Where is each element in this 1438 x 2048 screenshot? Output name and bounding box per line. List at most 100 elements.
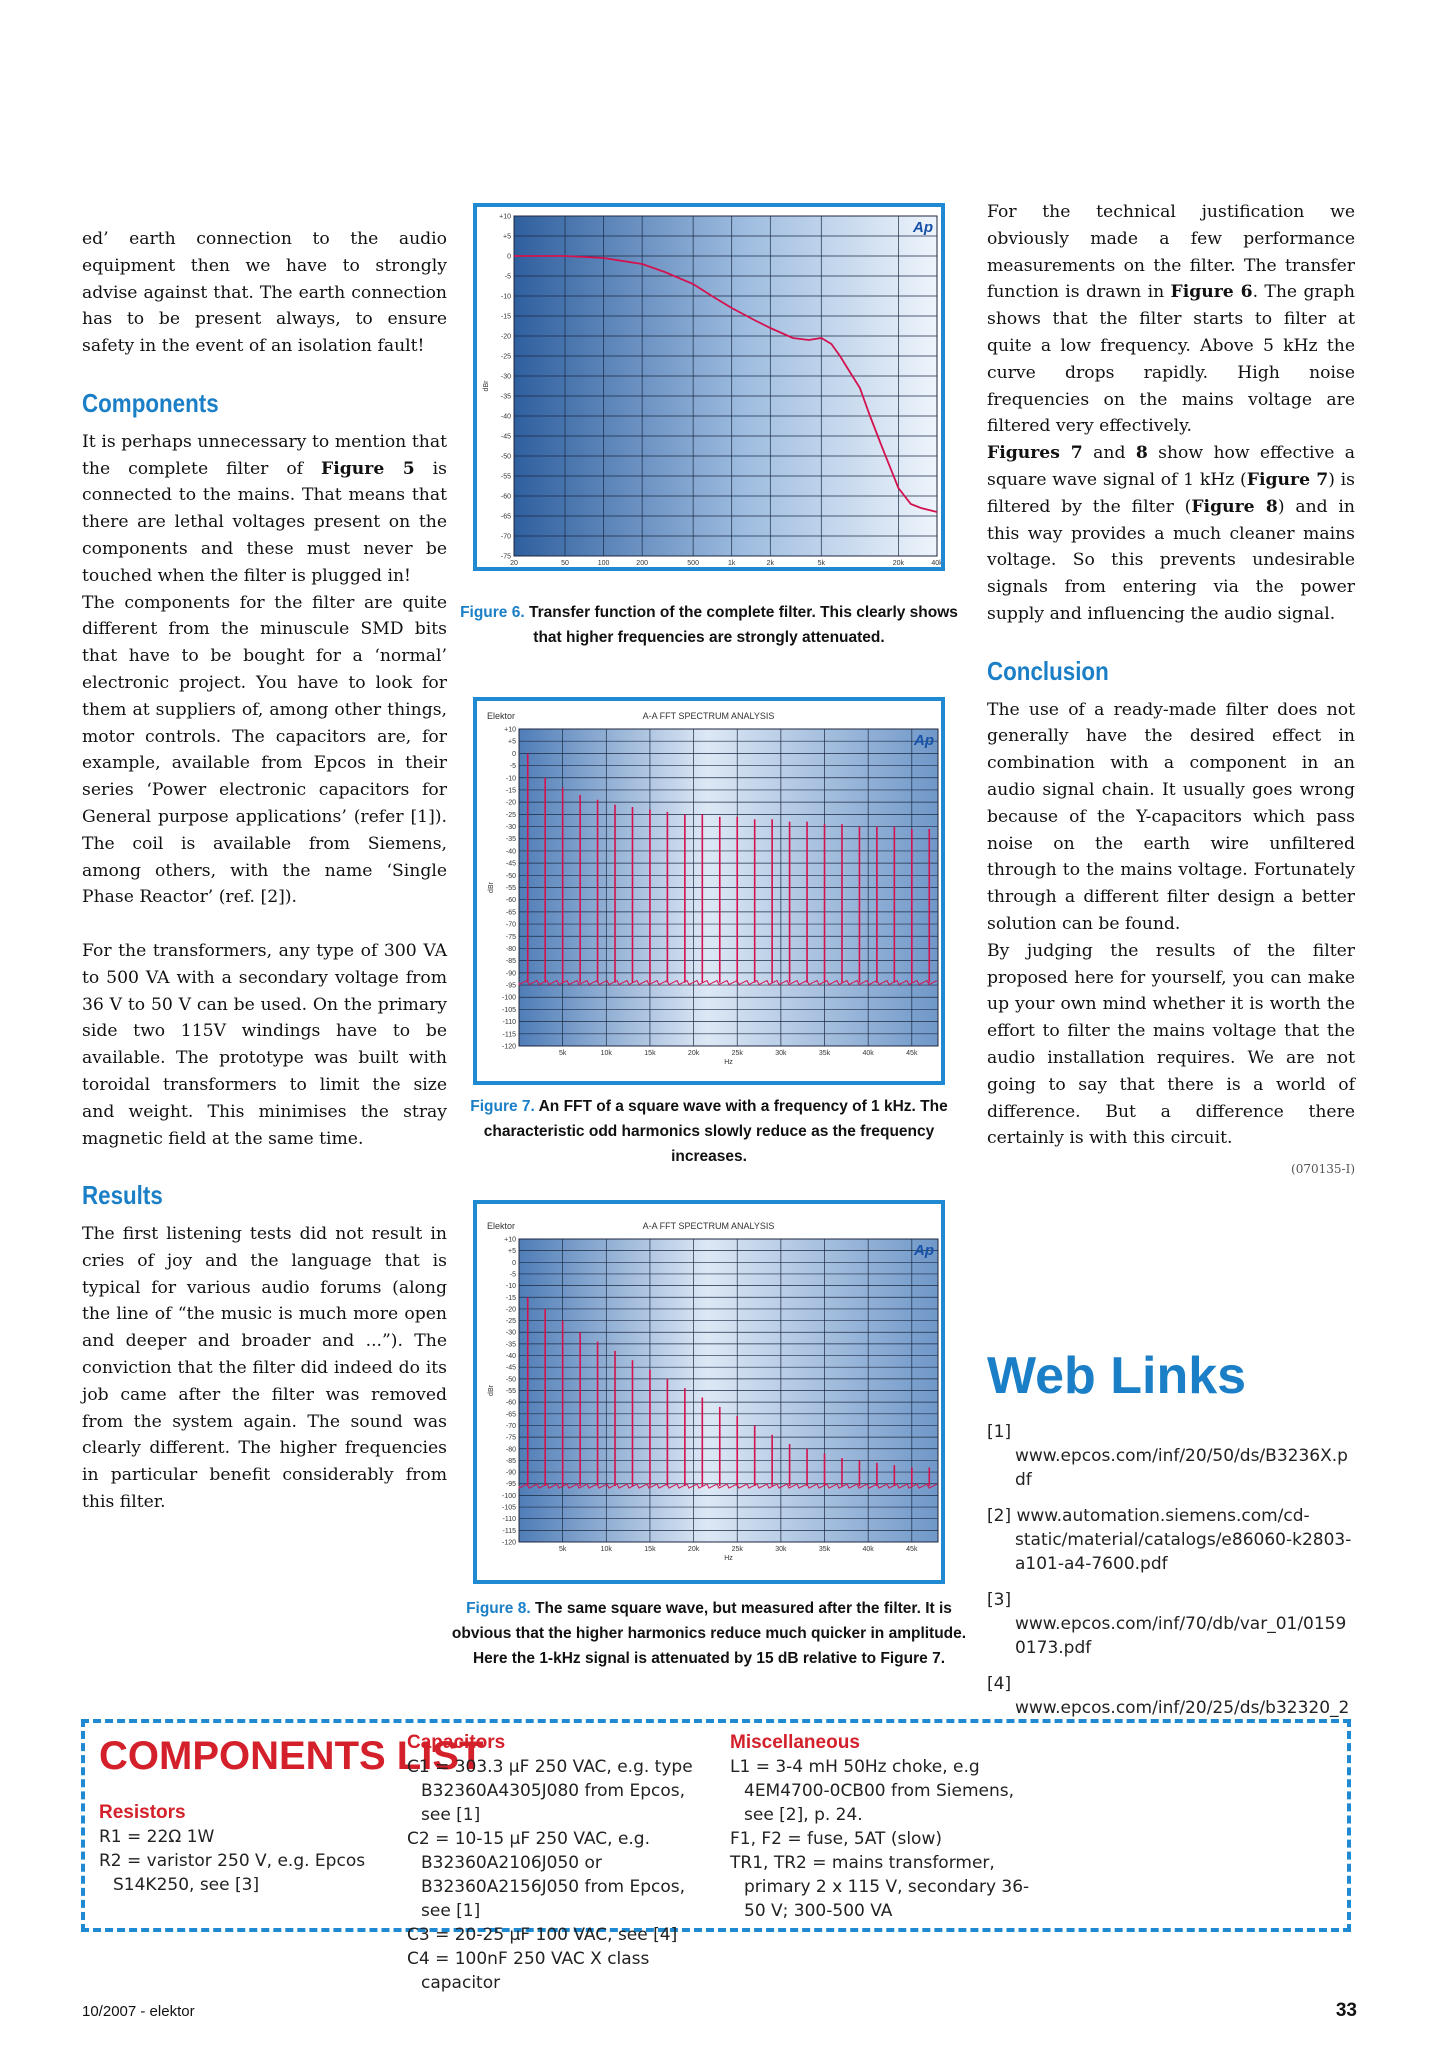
y-tick-label: -25	[506, 1318, 516, 1325]
y-tick-label: -35	[506, 1341, 516, 1348]
paragraph: ed’ earth connection to the audio equipm…	[82, 226, 447, 360]
y-tick-label: -10	[506, 1283, 516, 1290]
logo: Ap	[913, 1242, 934, 1259]
x-tick-label: 5k	[559, 1050, 567, 1057]
y-tick-label: -55	[506, 885, 516, 892]
figure-frame: +10 +5 0 -5 -10 -15 -20 -25 -30 -35 -40 -45 -50 -55 -6…	[473, 1200, 945, 1584]
text: For the transformers, any type of 300 VA…	[82, 940, 447, 1149]
x-tick-label: 20	[510, 560, 518, 567]
y-tick-label: -110	[503, 1516, 517, 1523]
y-tick-label: -75	[506, 934, 516, 941]
x-tick-label: 35k	[819, 1546, 831, 1553]
y-tick-label: -65	[506, 1411, 516, 1418]
text: is connected to the mains. That means th…	[82, 458, 447, 586]
noise-floor	[518, 1483, 938, 1489]
figure-plot: +10 +5 0 -5 -10 -15 -20 -25 -30 -35 -40 -45 -50 -55 -6…	[487, 711, 939, 1066]
y-tick-label: -5	[510, 763, 516, 770]
y-tick-label: -40	[501, 414, 511, 421]
y-tick-label: -65	[506, 909, 516, 916]
y-tick-label: -25	[501, 354, 511, 361]
text: The first listening tests did not result…	[82, 1224, 447, 1513]
web-link: [3] www.epcos.com/inf/70/db/var_01/01590…	[987, 1588, 1357, 1660]
paragraph: Figures 7 and 8 show how effective a squ…	[987, 440, 1355, 628]
text: The use of a ready-made filter does not …	[987, 699, 1355, 934]
x-tick-label: 20k	[688, 1050, 700, 1057]
x-tick-label: 200	[636, 560, 648, 567]
y-tick-label: -80	[506, 946, 516, 953]
group-heading: Miscellaneous	[730, 1732, 860, 1753]
text: show how effective a square wave signal …	[987, 443, 1356, 490]
y-tick-label: -75	[506, 1435, 516, 1442]
link-ref: [1]	[987, 1422, 1012, 1442]
caption-label: Figure 8.	[466, 1600, 531, 1617]
y-axis-label: dBr	[483, 380, 490, 392]
section: Components It is perhaps unnecessary to m…	[82, 387, 447, 911]
section: Results The first listening tests did not…	[82, 1179, 447, 1516]
y-tick-label: -15	[506, 787, 516, 794]
y-tick-label: -20	[506, 1306, 516, 1313]
x-tick-label: 20k	[688, 1546, 700, 1553]
x-tick-label: 2k	[767, 560, 775, 567]
y-tick-label: -15	[506, 1295, 516, 1302]
section: Conclusion The use of a ready-made filter…	[987, 655, 1355, 1183]
y-tick-label: -75	[501, 554, 511, 561]
y-tick-label: -100	[502, 995, 516, 1002]
y-tick-label: -105	[502, 1007, 516, 1014]
x-tick-label: 45k	[906, 1546, 918, 1553]
y-tick-label: -60	[506, 1400, 516, 1407]
component-item: C3 = 20-25 µF 100 VAC, see [4]	[407, 1925, 678, 1945]
y-tick-label: -70	[506, 1423, 516, 1430]
y-tick-label: -120	[502, 1044, 516, 1051]
logo: Ap	[912, 219, 933, 236]
figure-caption: Figure 7. An FFT of a square wave with a…	[449, 1094, 969, 1169]
x-tick-label: 35k	[819, 1050, 831, 1057]
y-tick-label: -55	[501, 474, 511, 481]
bold-text: Figure 5	[321, 458, 415, 479]
y-tick-label: -110	[503, 1019, 517, 1026]
y-tick-label: -20	[506, 800, 516, 807]
y-tick-label: +10	[504, 1237, 516, 1244]
section: ed’ earth connection to the audio equipm…	[82, 226, 447, 360]
x-tick-label: 40k	[931, 560, 941, 567]
left-column: ed’ earth connection to the audio equipm…	[82, 226, 447, 1516]
link-ref: [4]	[987, 1674, 1012, 1694]
y-tick-label: -10	[501, 294, 511, 301]
y-tick-label: -80	[506, 1446, 516, 1453]
x-tick-label: 45k	[906, 1050, 918, 1057]
text: It is perhaps unnecessary to mention tha…	[82, 431, 447, 479]
text: . The graph shows that the filter starts…	[987, 282, 1355, 437]
x-tick-label: 30k	[775, 1050, 787, 1057]
y-tick-label: -50	[506, 873, 516, 880]
paragraph: For the technical justification we obvio…	[987, 199, 1355, 440]
y-tick-label: -50	[506, 1376, 516, 1383]
y-tick-label: -10	[506, 775, 516, 782]
x-tick-label: 10k	[601, 1546, 613, 1553]
y-tick-label: +10	[499, 214, 511, 221]
paragraph: It is perhaps unnecessary to mention tha…	[82, 429, 447, 590]
y-tick-label: -45	[501, 434, 511, 441]
web-links: Web Links [1] www.epcos.com/inf/20/50/ds/…	[987, 1346, 1357, 1756]
paragraph: The use of a ready-made filter does not …	[987, 697, 1355, 938]
link-url: www.epcos.com/inf/70/db/var_01/01590173.…	[1015, 1614, 1347, 1658]
y-tick-label: -35	[506, 836, 516, 843]
bold-text: Figure 6	[1170, 282, 1253, 303]
y-tick-label: -115	[503, 1031, 517, 1038]
component-group: Resistors R1 = 22Ω 1W R2 = varistor 250 V,…	[99, 1801, 399, 1897]
caption-text: An FFT of a square wave with a frequency…	[483, 1098, 948, 1165]
y-tick-label: -95	[506, 1481, 516, 1488]
figure-plot: +10 +5 0 -5 -10 -15 -20 -25 -30 -35 -40 -45 -50 -55 -6…	[487, 1221, 939, 1562]
y-tick-label: -70	[501, 534, 511, 541]
x-axis-label: Hz	[724, 1059, 733, 1066]
x-tick-label: 15k	[644, 1546, 656, 1553]
figure-frame: +10 +5 0 -5 -10 -15 -20 -25 -30 -35 -40 -45 -50 -55 -6…	[473, 203, 945, 576]
right-column: For the technical justification we obvio…	[987, 199, 1355, 1183]
y-tick-label: 0	[512, 1260, 516, 1267]
x-tick-label: 1k	[728, 560, 736, 567]
y-tick-label: -105	[502, 1505, 516, 1512]
component-item: C2 = 10-15 µF 250 VAC, e.g. B32360A2106J…	[407, 1829, 686, 1921]
x-tick-label: 30k	[775, 1546, 787, 1553]
y-tick-label: -95	[506, 983, 516, 990]
section: For the technical justification we obvio…	[987, 199, 1355, 628]
web-links-title: Web Links	[987, 1347, 1247, 1405]
